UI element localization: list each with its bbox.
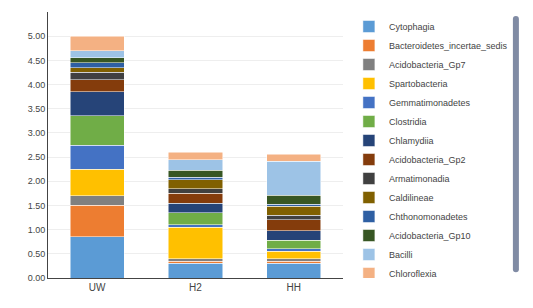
svg-text:Clostridia: Clostridia (389, 117, 427, 127)
svg-text:HH: HH (287, 282, 301, 293)
svg-text:0.50: 0.50 (28, 249, 46, 259)
svg-text:2.00: 2.00 (28, 176, 46, 186)
svg-text:0.00: 0.00 (28, 273, 46, 283)
svg-text:3.00: 3.00 (28, 128, 46, 138)
svg-text:Acidobacteria_Gp2: Acidobacteria_Gp2 (389, 155, 466, 165)
svg-text:1.00: 1.00 (28, 225, 46, 235)
svg-text:Bacteroidetes_incertae_sedis: Bacteroidetes_incertae_sedis (389, 41, 508, 51)
svg-text:Cytophagia: Cytophagia (389, 22, 435, 32)
svg-text:5.00: 5.00 (28, 31, 46, 41)
svg-text:3.50: 3.50 (28, 104, 46, 114)
svg-text:Spartobacteria: Spartobacteria (389, 79, 448, 89)
svg-text:Chthonomonadetes: Chthonomonadetes (389, 212, 468, 222)
svg-text:Chloroflexia: Chloroflexia (389, 269, 437, 278)
svg-text:Gemmatimonadetes: Gemmatimonadetes (389, 98, 471, 108)
svg-text:Chlamydiia: Chlamydiia (389, 136, 434, 146)
svg-text:1.50: 1.50 (28, 201, 46, 211)
svg-text:Acidobacteria_Gp7: Acidobacteria_Gp7 (389, 60, 466, 70)
svg-text:4.00: 4.00 (28, 80, 46, 90)
svg-text:Acidobacteria_Gp10: Acidobacteria_Gp10 (389, 231, 471, 241)
svg-text:2.50: 2.50 (28, 152, 46, 162)
svg-text:Bacilli: Bacilli (389, 250, 413, 260)
svg-text:Armatimonadia: Armatimonadia (389, 174, 450, 184)
svg-text:H2: H2 (189, 282, 202, 293)
svg-text:UW: UW (89, 282, 106, 293)
svg-text:Caldilineae: Caldilineae (389, 193, 434, 203)
svg-text:4.50: 4.50 (28, 56, 46, 66)
